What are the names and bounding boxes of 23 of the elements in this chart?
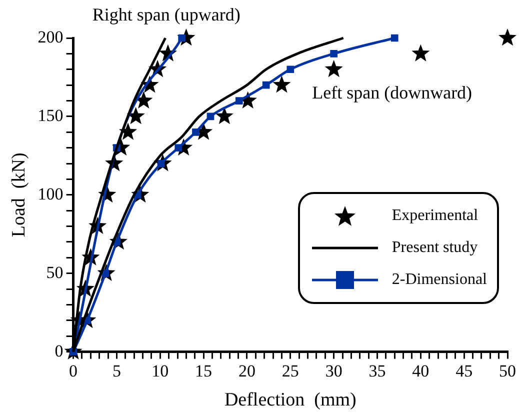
y-tick-label: 200 <box>38 27 64 46</box>
x-axis-title: Deflection (mm) <box>224 390 356 411</box>
annotation: Left span (downward) <box>312 82 472 103</box>
x-tick-label: 25 <box>282 361 299 380</box>
x-tick-label: 20 <box>238 361 256 380</box>
legend-label: Experimental <box>392 207 478 225</box>
y-tick-label: 0 <box>54 341 64 360</box>
y-tick-label: 150 <box>38 106 64 125</box>
x-tick-label: 10 <box>152 361 169 380</box>
x-tick-label: 15 <box>195 361 212 380</box>
x-tick-label: 0 <box>69 361 78 380</box>
legend-label: Present study <box>392 239 478 257</box>
y-axis-title: Load (kN) <box>8 152 30 238</box>
x-tick-label: 40 <box>412 361 430 380</box>
x-tick-label: 30 <box>325 361 342 380</box>
x-tick-label: 50 <box>499 361 516 380</box>
legend-label: 2-Dimensional <box>392 271 487 289</box>
x-tick-label: 5 <box>112 361 121 380</box>
y-tick-label: 100 <box>38 184 64 204</box>
y-tick-label: 50 <box>46 262 64 282</box>
x-tick-label: 35 <box>368 361 386 380</box>
x-tick-label: 45 <box>456 361 473 380</box>
text: Right span (upward) <box>92 4 240 25</box>
